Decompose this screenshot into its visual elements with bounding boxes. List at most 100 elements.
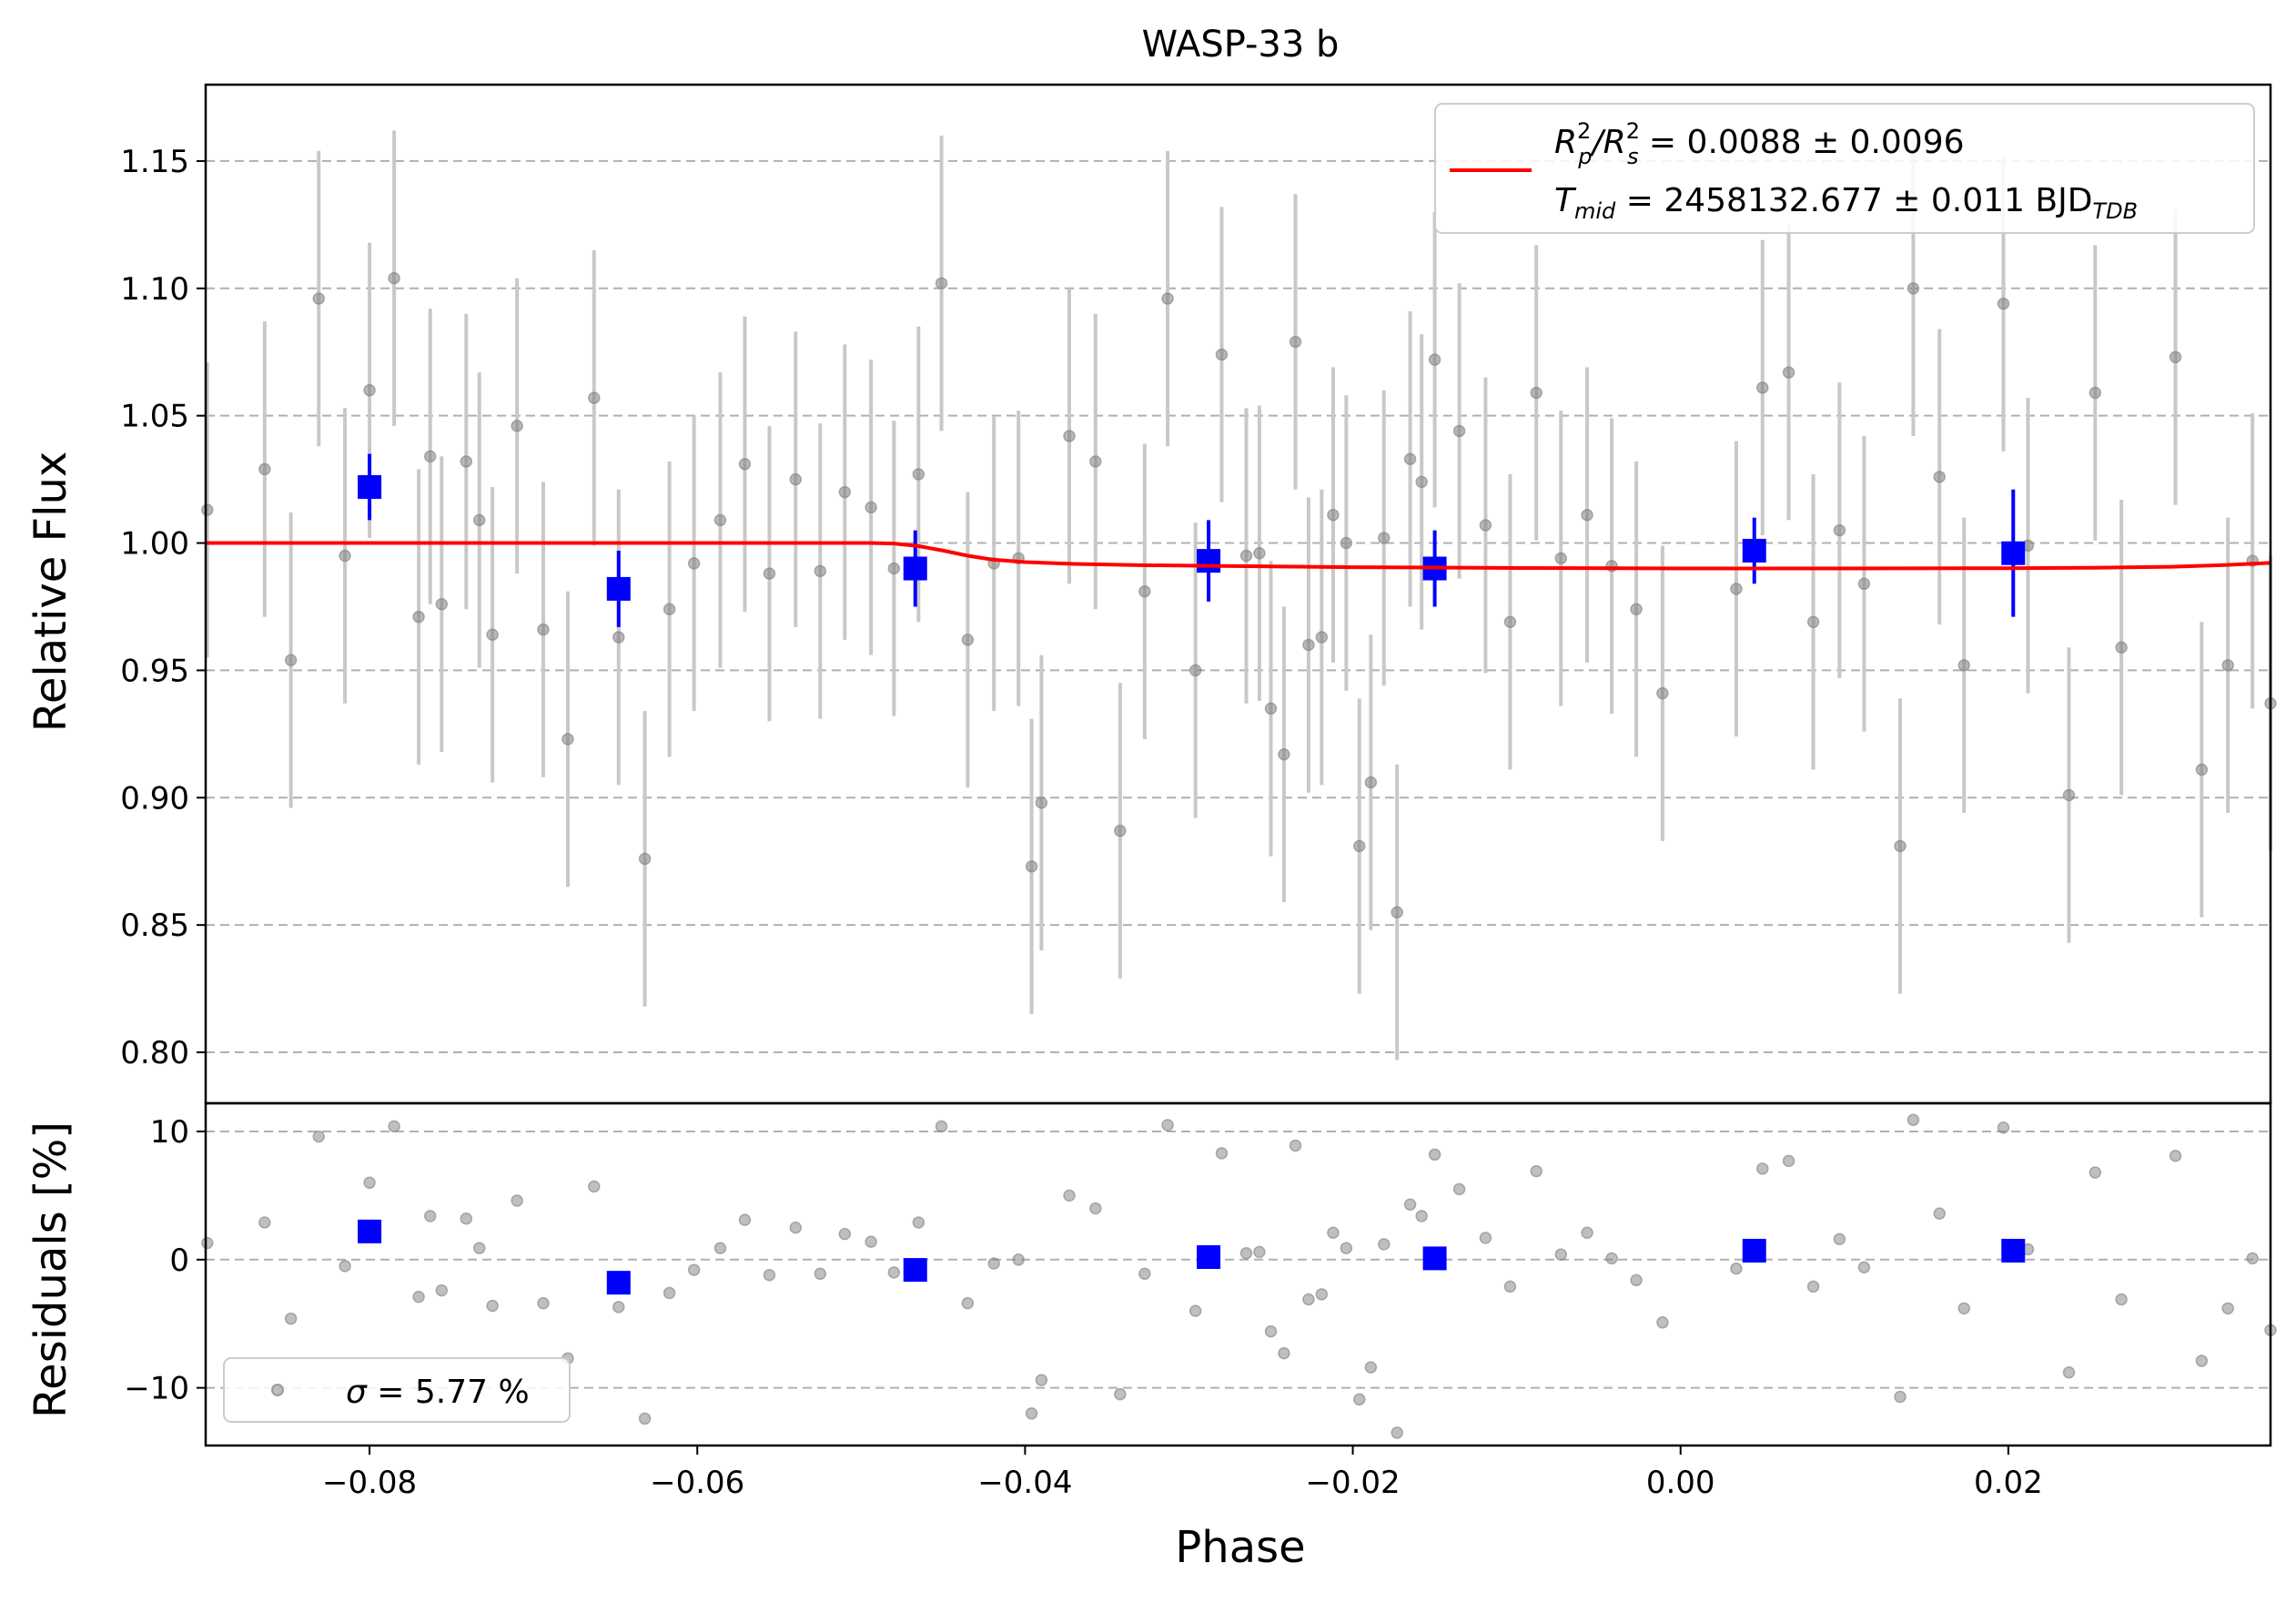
raw-data-point [687, 557, 701, 570]
raw-data-point [1894, 839, 1907, 853]
raw-data-point [1253, 546, 1266, 560]
raw-data-point [1364, 776, 1378, 789]
residual-point [1315, 1288, 1329, 1301]
residual-point [814, 1267, 827, 1281]
raw-data-point [1114, 824, 1127, 837]
sigma-legend: σ = 5.77 % [223, 1357, 571, 1423]
residual-point [887, 1266, 901, 1279]
raw-data-point [1479, 519, 1492, 532]
raw-data-point [1239, 549, 1253, 563]
binned-data-point [2001, 541, 2026, 565]
residual-point [1063, 1189, 1076, 1202]
binned-residual-point [2001, 1238, 2026, 1263]
residual-point [1327, 1226, 1340, 1239]
residual-point [2115, 1293, 2128, 1306]
residual-point [435, 1283, 449, 1297]
bottom-raw-points [201, 1113, 2277, 1439]
residual-point [1479, 1232, 1492, 1244]
raw-data-point [1415, 475, 1428, 489]
sigma-legend-marker [271, 1384, 284, 1396]
residual-point [2246, 1252, 2259, 1265]
raw-data-point [1530, 386, 1542, 400]
raw-data-point [1503, 615, 1517, 629]
raw-data-point [472, 513, 486, 527]
residual-point [1302, 1293, 1315, 1306]
residual-point [1894, 1390, 1907, 1404]
residual-point [363, 1176, 376, 1190]
raw-data-point [838, 485, 852, 499]
transit-model-line [206, 541, 2271, 571]
raw-data-point [738, 458, 752, 471]
legend-radius-ratio: R2 p/R2 s = 0.0088 ± 0.0096 [1554, 118, 1965, 169]
residual-point [1415, 1210, 1428, 1223]
raw-data-point [423, 450, 437, 463]
y-axis-label-bottom: Residuals [%] [25, 1121, 76, 1418]
raw-data-point [1063, 430, 1076, 442]
raw-data-point [1428, 353, 1441, 366]
residual-point [312, 1130, 326, 1143]
fit-legend: R2 p/R2 s = 0.0088 ± 0.0096 Tmid = 2458132… [1434, 103, 2255, 234]
binned-data-point [903, 556, 927, 581]
raw-data-point [1857, 577, 1871, 591]
raw-data-point [412, 610, 425, 624]
raw-data-point [663, 603, 676, 616]
raw-data-point [339, 549, 351, 563]
raw-data-point [435, 597, 449, 611]
residual-point [1907, 1113, 1920, 1127]
binned-data-point [1742, 538, 1766, 563]
residual-point [912, 1216, 925, 1229]
residual-point [1452, 1182, 1466, 1196]
top-raw-points [201, 271, 2277, 918]
bottom-binned-points [358, 1219, 2026, 1295]
residual-point [1656, 1316, 1669, 1329]
raw-data-point [713, 513, 727, 527]
residual-point [987, 1257, 1000, 1270]
y-tick-label: 1.15 [120, 144, 189, 180]
raw-data-point [789, 472, 803, 486]
raw-data-point [561, 733, 574, 746]
raw-data-point [511, 420, 523, 432]
residual-point [2195, 1354, 2209, 1367]
legend-mid-transit: Tmid = 2458132.677 ± 0.011 BJDTDB [1554, 182, 2138, 224]
raw-data-point [1554, 552, 1568, 565]
raw-data-point [1025, 860, 1038, 873]
raw-data-point [865, 501, 877, 514]
raw-data-point [2089, 386, 2102, 400]
raw-data-point [1289, 335, 1302, 349]
raw-data-point [1907, 282, 1920, 295]
residual-point [423, 1210, 437, 1223]
residual-point [1340, 1242, 1353, 1254]
residual-point [2089, 1166, 2102, 1179]
raw-data-point [612, 631, 625, 644]
y-tick-label: 1.10 [120, 271, 189, 308]
y-tick-label: 1.05 [120, 399, 189, 435]
x-tick-label: −0.02 [1305, 1465, 1400, 1501]
raw-data-point [1403, 452, 1417, 465]
residual-point [2169, 1149, 2182, 1162]
raw-data-point [201, 503, 214, 516]
residual-point [460, 1212, 473, 1225]
residual-point [2221, 1302, 2234, 1315]
x-tick-label: 0.00 [1646, 1465, 1715, 1501]
residual-point [1114, 1387, 1127, 1401]
raw-data-point [1756, 381, 1769, 394]
binned-data-point [1197, 549, 1221, 573]
raw-data-point [1340, 536, 1353, 550]
residual-point [258, 1216, 271, 1229]
residual-point [201, 1236, 214, 1250]
raw-data-point [1215, 348, 1229, 361]
residual-point [663, 1286, 676, 1300]
raw-data-point [1997, 297, 2010, 310]
residual-point [1239, 1247, 1253, 1260]
legend-box [1434, 103, 2255, 234]
residual-point [1378, 1238, 1391, 1251]
residual-point [1403, 1198, 1417, 1212]
residual-point [1530, 1164, 1542, 1178]
raw-data-point [388, 271, 400, 285]
raw-data-point [1730, 583, 1743, 595]
residual-point [1089, 1202, 1102, 1215]
residual-point [1756, 1162, 1769, 1175]
y-axis-label-top: Relative Flux [25, 451, 76, 733]
raw-data-point [2221, 659, 2234, 672]
residual-point [1391, 1426, 1403, 1439]
